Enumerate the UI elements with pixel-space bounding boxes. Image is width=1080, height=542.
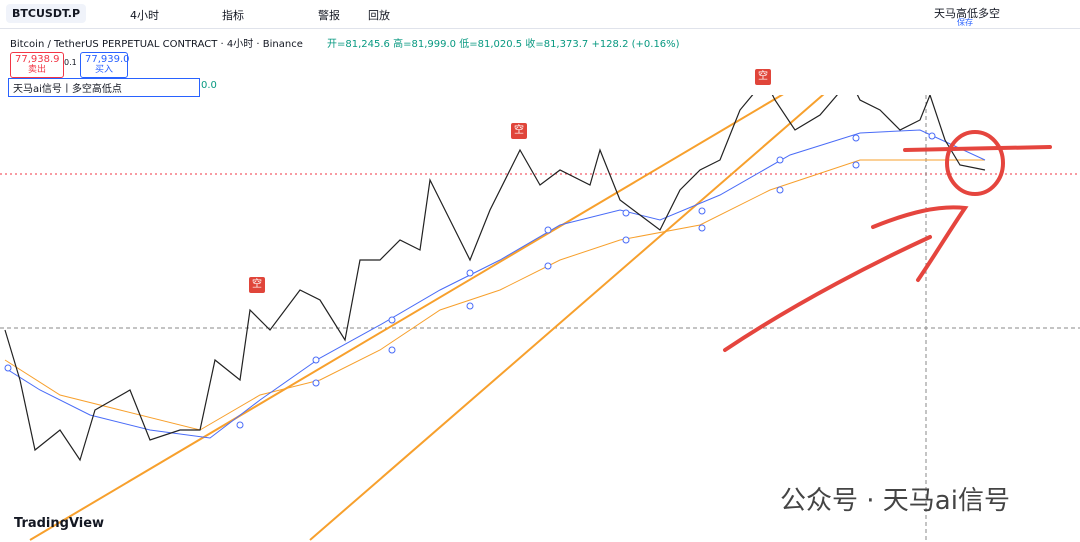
open: 开=81,245.6 [327, 39, 390, 50]
moving-average [4, 159, 985, 431]
price-path [4, 95, 986, 462]
annotation [723, 130, 1052, 352]
close: 收=81,373.7 [525, 39, 589, 50]
signal-label: 空 [249, 277, 265, 293]
logo: TradingView [14, 516, 105, 531]
alert-button[interactable]: 警报 [318, 9, 340, 22]
indicators-button[interactable]: 指标 [222, 9, 244, 22]
signal-label: 空 [511, 123, 527, 139]
sell-label: 卖出 [27, 65, 46, 75]
legend-ohlc: 开=81,245.6 高=81,999.0 低=81,020.5 收=81,37… [327, 35, 680, 50]
buy-button[interactable]: 77,939.0 买入 [80, 52, 130, 78]
indicator-legend[interactable]: 天马ai信号丨多空高低点 [8, 78, 200, 97]
buy-price: 77,939.0 [85, 54, 130, 65]
change: +128.2 (+0.16%) [591, 39, 680, 50]
buy-label: 买入 [94, 65, 113, 75]
high: 高=81,999.0 [393, 39, 457, 50]
chart [0, 95, 1080, 542]
legend-title: Bitcoin / TetherUS PERPETUAL CONTRACT · … [10, 39, 303, 50]
trend-line [309, 95, 825, 541]
indicator-name: 天马ai信号丨多空高低点 [13, 84, 122, 95]
low: 低=81,020.5 [459, 39, 523, 50]
symbol[interactable]: BTCUSDT.P [6, 4, 87, 23]
interval[interactable]: 4小时 [130, 9, 159, 22]
spread: 0.1 [64, 58, 77, 67]
signal-label: 空 [755, 69, 771, 85]
sell-button[interactable]: 77,938.9 卖出 [10, 52, 64, 78]
layout-name[interactable]: 天马高低多空 [934, 7, 1000, 20]
save-button[interactable]: 保存 [957, 18, 973, 27]
markers [4, 132, 936, 429]
sell-price: 77,938.9 [15, 54, 60, 65]
trend-line [29, 95, 784, 541]
watermark: 公众号 · 天马ai信号 [780, 486, 1010, 516]
toolbar [0, 0, 1080, 29]
replay-button[interactable]: 回放 [368, 9, 390, 22]
indicator-value: 0.0 [201, 80, 217, 91]
